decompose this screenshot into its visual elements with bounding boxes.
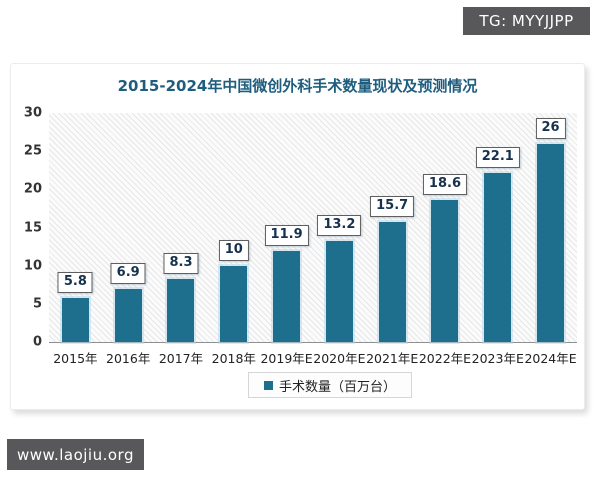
bar-group: 26 (524, 113, 577, 342)
bar (484, 173, 512, 342)
bar-group: 15.7 (366, 113, 419, 342)
bar-value-label: 22.1 (475, 147, 520, 169)
bar-value-label: 10 (218, 239, 249, 261)
x-tick-label: 2024年E (524, 351, 577, 366)
x-tick-label: 2018年 (211, 351, 256, 366)
x-tick-label: 2023年E (471, 351, 524, 366)
bar (61, 297, 89, 342)
legend-label: 手术数量（百万台） (279, 379, 397, 395)
legend: 手术数量（百万台） (248, 372, 413, 398)
bar-value-label: 6.9 (110, 263, 146, 285)
y-tick-label: 25 (23, 143, 42, 159)
x-tick-label: 2015年 (53, 351, 98, 366)
bar-value-label: 11.9 (264, 225, 309, 247)
y-tick-label: 30 (23, 105, 42, 121)
bar-chart: 0 5 10 15 20 25 30 5.8 6.9 8.3 10 11.9 13.2 15.7 18.6… (13, 107, 577, 367)
bar-value-label: 18.6 (422, 174, 468, 196)
y-tick-label: 5 (32, 296, 42, 312)
y-tick-label: 20 (23, 181, 42, 197)
bar-value-label: 13.2 (317, 215, 362, 237)
chart-panel: 2015-2024年中国微创外科手术数量现状及预测情况 0 5 10 15 20 25 30… (10, 63, 585, 410)
x-tick-label: 2022年E (418, 351, 472, 366)
x-axis-labels: 2015年 2016年 2017年 2018年 2019年E 2020年E 2021年E 20… (49, 348, 577, 367)
bar-group: 11.9 (260, 113, 313, 342)
x-tick-label: 2017年 (158, 351, 204, 366)
telegram-watermark-badge: TG: MYYJJPP (463, 7, 590, 35)
bar-value-label: 15.7 (370, 196, 415, 218)
x-tick-label: 2021年E (366, 351, 419, 366)
bar-group: 18.6 (419, 113, 472, 342)
chart-title: 2015-2024年中国微创外科手术数量现状及预测情况 (117, 77, 478, 95)
bar-group: 5.8 (49, 113, 102, 342)
x-tick-label: 2020年E (313, 351, 366, 366)
bar-value-label: 8.3 (163, 252, 199, 274)
bar-value-label: 5.8 (57, 271, 93, 293)
plot-area: 5.8 6.9 8.3 10 11.9 13.2 15.7 18.6 22.1 26 (49, 113, 577, 343)
bar (378, 222, 406, 342)
y-tick-label: 15 (23, 220, 42, 235)
bar (273, 251, 301, 342)
x-tick-label: 2016年 (106, 351, 151, 366)
website-watermark-badge: www.laojiu.org (7, 439, 144, 470)
y-axis: 0 5 10 15 20 25 30 (13, 107, 49, 349)
legend-marker-swatch (264, 380, 273, 390)
bar-group: 6.9 (102, 113, 155, 342)
y-tick-label: 0 (32, 334, 42, 350)
bar-group: 13.2 (313, 113, 366, 342)
bar (220, 265, 248, 342)
bar (431, 200, 459, 342)
bar (325, 241, 353, 342)
bar-group: 22.1 (471, 113, 524, 342)
bar (537, 143, 565, 342)
bar-value-label: 26 (535, 117, 566, 139)
bar (167, 278, 195, 342)
y-tick-label: 10 (23, 258, 42, 274)
plot-column: 5.8 6.9 8.3 10 11.9 13.2 15.7 18.6 22.1 26 2015年 2… (49, 113, 577, 367)
x-tick-label: 2019年E (260, 351, 313, 366)
bar (114, 289, 142, 342)
bar-group: 10 (207, 113, 260, 342)
bar-group: 8.3 (155, 113, 208, 342)
